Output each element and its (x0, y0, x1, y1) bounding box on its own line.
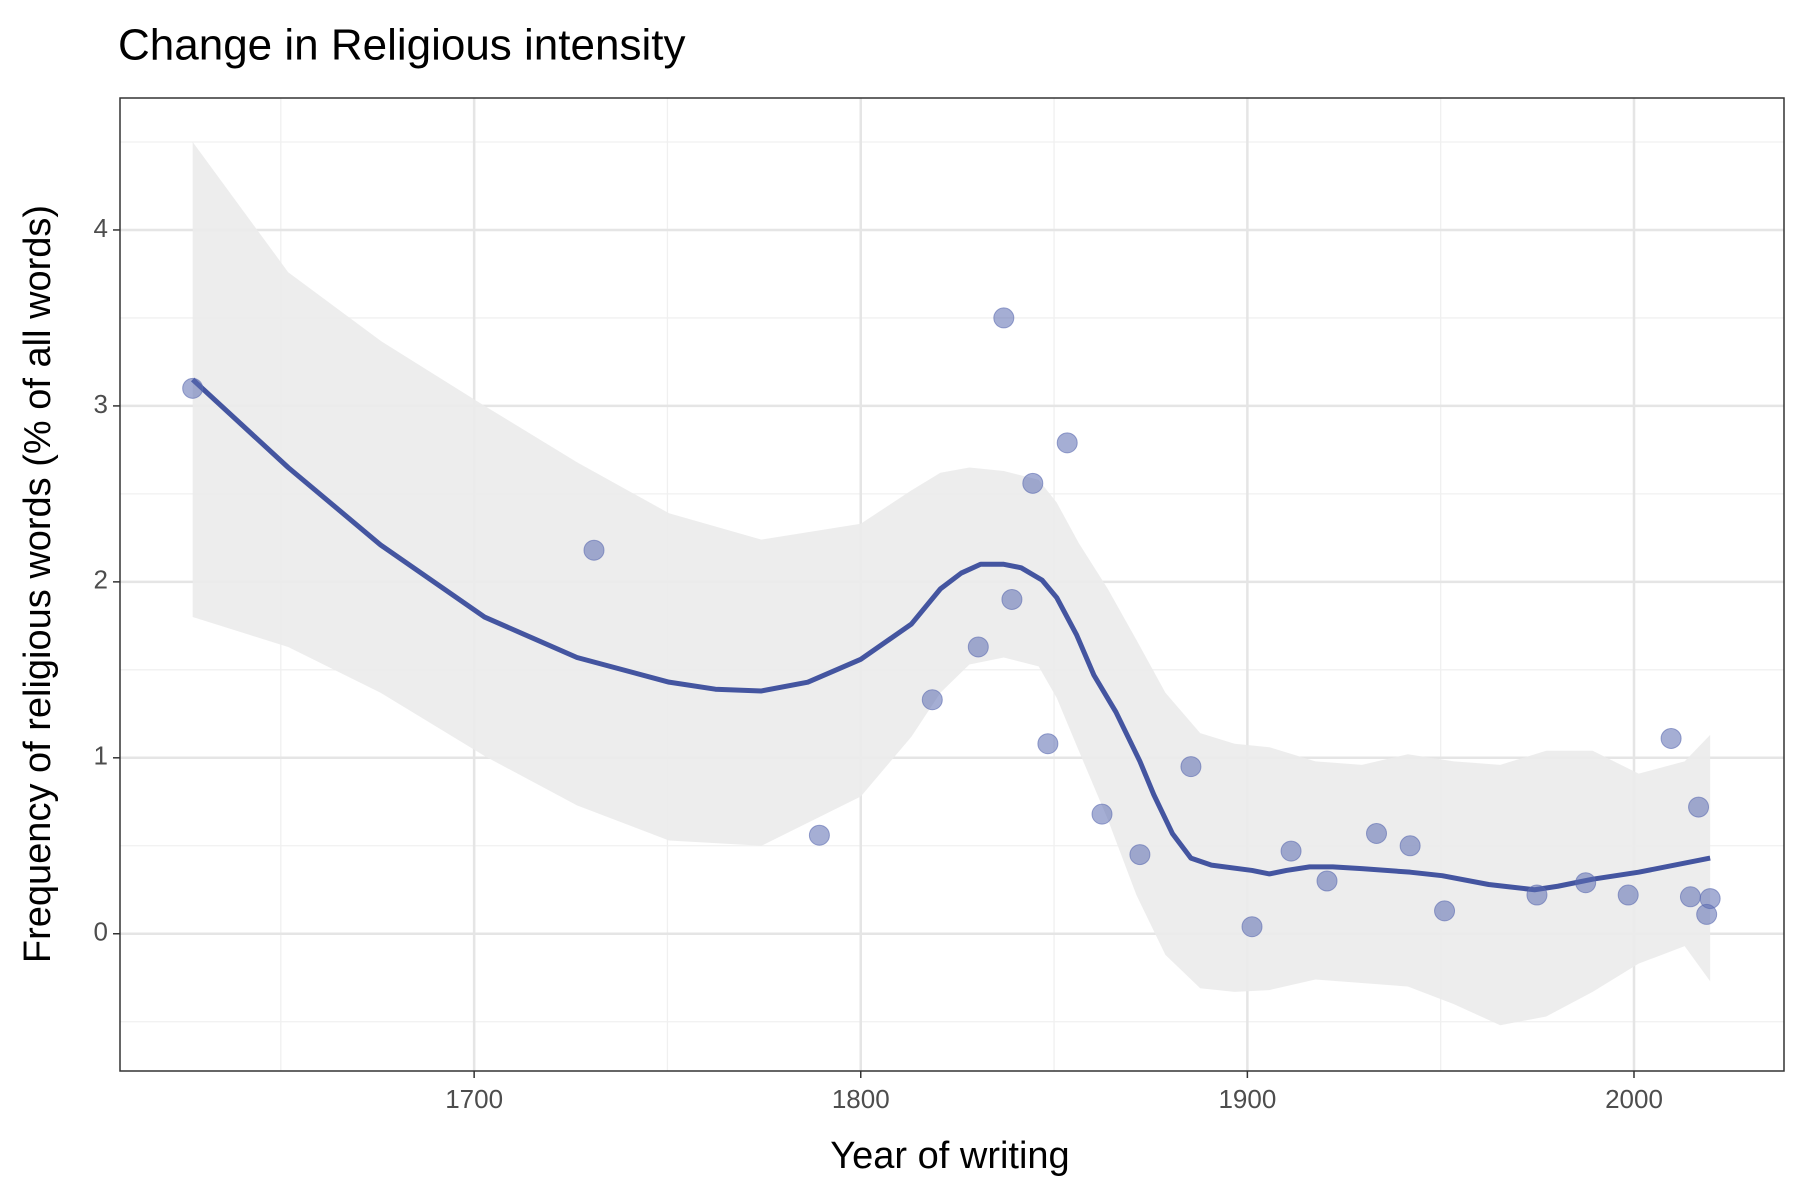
y-tick-label: 2 (94, 565, 108, 595)
x-axis-label: Year of writing (830, 1135, 1069, 1177)
y-axis-label: Frequency of religious words (% of all w… (17, 205, 59, 963)
point (1679, 886, 1701, 908)
point (182, 377, 204, 399)
panel-border (119, 97, 1785, 1072)
x-tick-label: 1700 (445, 1084, 503, 1114)
point (993, 307, 1015, 329)
point (1037, 733, 1059, 755)
point (583, 539, 605, 561)
y-tick-label: 4 (94, 213, 108, 243)
point (1434, 900, 1456, 922)
point (1696, 903, 1718, 925)
y-tick-label: 1 (94, 741, 108, 771)
point (967, 636, 989, 658)
smooth-line (190, 377, 1711, 893)
x-tick-label: 1900 (1218, 1084, 1276, 1114)
point (1056, 432, 1078, 454)
point (1575, 872, 1597, 894)
point (1316, 870, 1338, 892)
point (1180, 756, 1202, 778)
point (1280, 840, 1302, 862)
point (808, 824, 830, 846)
x-tick-label: 1800 (832, 1084, 890, 1114)
point (1022, 472, 1044, 494)
point (1617, 884, 1639, 906)
point (1091, 803, 1113, 825)
x-tick-label: 2000 (1605, 1084, 1663, 1114)
point (1526, 884, 1548, 906)
chart-title: Change in Religious intensity (118, 21, 685, 70)
y-tick-label: 3 (94, 389, 108, 419)
point (1688, 796, 1710, 818)
point (1366, 822, 1388, 844)
point (921, 689, 943, 711)
point (1001, 588, 1023, 610)
point (1241, 916, 1263, 938)
point (1660, 727, 1682, 749)
point (1399, 835, 1421, 857)
y-tick-label: 0 (94, 917, 108, 947)
point (1129, 844, 1151, 866)
